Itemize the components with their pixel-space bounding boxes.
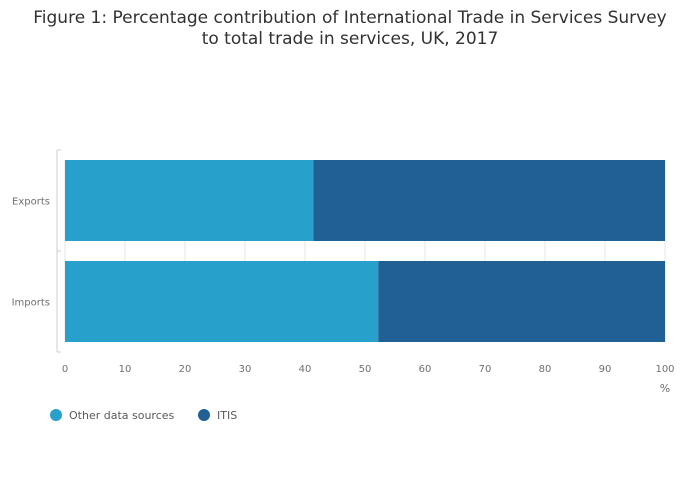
bar-imports-other-data-sources xyxy=(65,261,379,342)
x-tick-label-0: 0 xyxy=(62,364,68,375)
bar-imports-itis xyxy=(378,261,665,342)
bar-exports-itis xyxy=(313,160,665,241)
legend-marker-other-data-sources xyxy=(50,409,62,421)
x-tick-label-40: 40 xyxy=(299,364,312,375)
legend: Other data sources ITIS xyxy=(50,409,237,422)
legend-label-other-data-sources: Other data sources xyxy=(69,409,175,422)
x-tick-label-80: 80 xyxy=(539,364,552,375)
x-tick-label-10: 10 xyxy=(119,364,132,375)
category-label-exports: Exports xyxy=(12,197,50,208)
x-tick-labels: 0 10 20 30 40 50 60 70 80 90 100 xyxy=(62,364,675,375)
x-tick-label-60: 60 xyxy=(419,364,432,375)
bars xyxy=(65,160,665,342)
chart-title-line-2: to total trade in services, UK, 2017 xyxy=(201,29,499,49)
x-tick-label-70: 70 xyxy=(479,364,492,375)
x-axis-unit-label: % xyxy=(660,382,670,395)
chart-title: Figure 1: Percentage contribution of Int… xyxy=(0,8,700,50)
x-tick-label-30: 30 xyxy=(239,364,252,375)
x-tick-label-20: 20 xyxy=(179,364,192,375)
legend-marker-itis xyxy=(198,409,210,421)
legend-label-itis: ITIS xyxy=(217,409,237,422)
x-tick-label-50: 50 xyxy=(359,364,372,375)
x-tick-label-90: 90 xyxy=(599,364,612,375)
chart-title-line-1: Figure 1: Percentage contribution of Int… xyxy=(33,8,667,28)
axes xyxy=(56,149,61,353)
x-tick-label-100: 100 xyxy=(655,364,674,375)
category-label-imports: Imports xyxy=(12,298,50,309)
bar-exports-other-data-sources xyxy=(65,160,314,241)
category-labels: Exports Imports xyxy=(12,197,50,309)
